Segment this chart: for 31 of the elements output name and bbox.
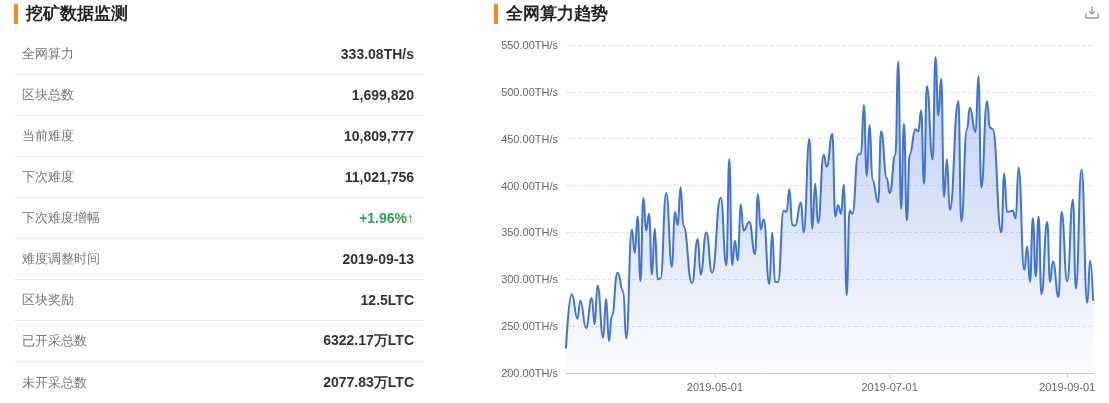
text: +1.96%↑ [359,210,414,226]
text: 2019-09-13 [342,251,414,267]
y-tick-label: 200.00TH/s [501,367,559,379]
y-tick-label: 400.00TH/s [501,179,559,192]
category-label: 难度调整时间 [22,250,100,268]
x-tick-label: 2019-07-01 [861,380,918,393]
category-label: 区块奖励 [22,291,74,309]
text: 12.5LTC [360,292,414,308]
text: 挖矿数据监测 [14,4,128,24]
y-tick-label: 350.00TH/s [501,226,559,239]
y-tick-label: 250.00TH/s [501,320,559,333]
x-tick-label: 2019-09-01 [1039,380,1096,393]
category-label: 未开采总数 [22,373,87,392]
category-label: 下次难度增幅 [22,209,100,227]
text: 6322.17万LTC [323,332,414,348]
y-tick-label: 550.00TH/s [501,39,559,51]
category-label: 全网算力 [22,45,74,63]
text: 1,699,820 [351,87,414,103]
y-tick-label: 450.00TH/s [501,132,559,145]
text: 10,809,777 [343,128,414,144]
chart-title: 全网算力趋势 [494,4,608,24]
text: 2077.83万LTC [323,373,414,390]
y-tick-label: 300.00TH/s [501,273,559,286]
category-label: 当前难度 [22,127,74,145]
text: 11,021,756 [344,169,414,185]
x-tick-label: 2019-05-01 [686,380,744,393]
text: 333.08TH/s [340,46,414,62]
category-label: 下次难度 [22,168,74,186]
category-label: 已开采总数 [22,332,87,350]
y-tick-label: 500.00TH/s [501,85,559,98]
category-label: 区块总数 [22,86,74,104]
